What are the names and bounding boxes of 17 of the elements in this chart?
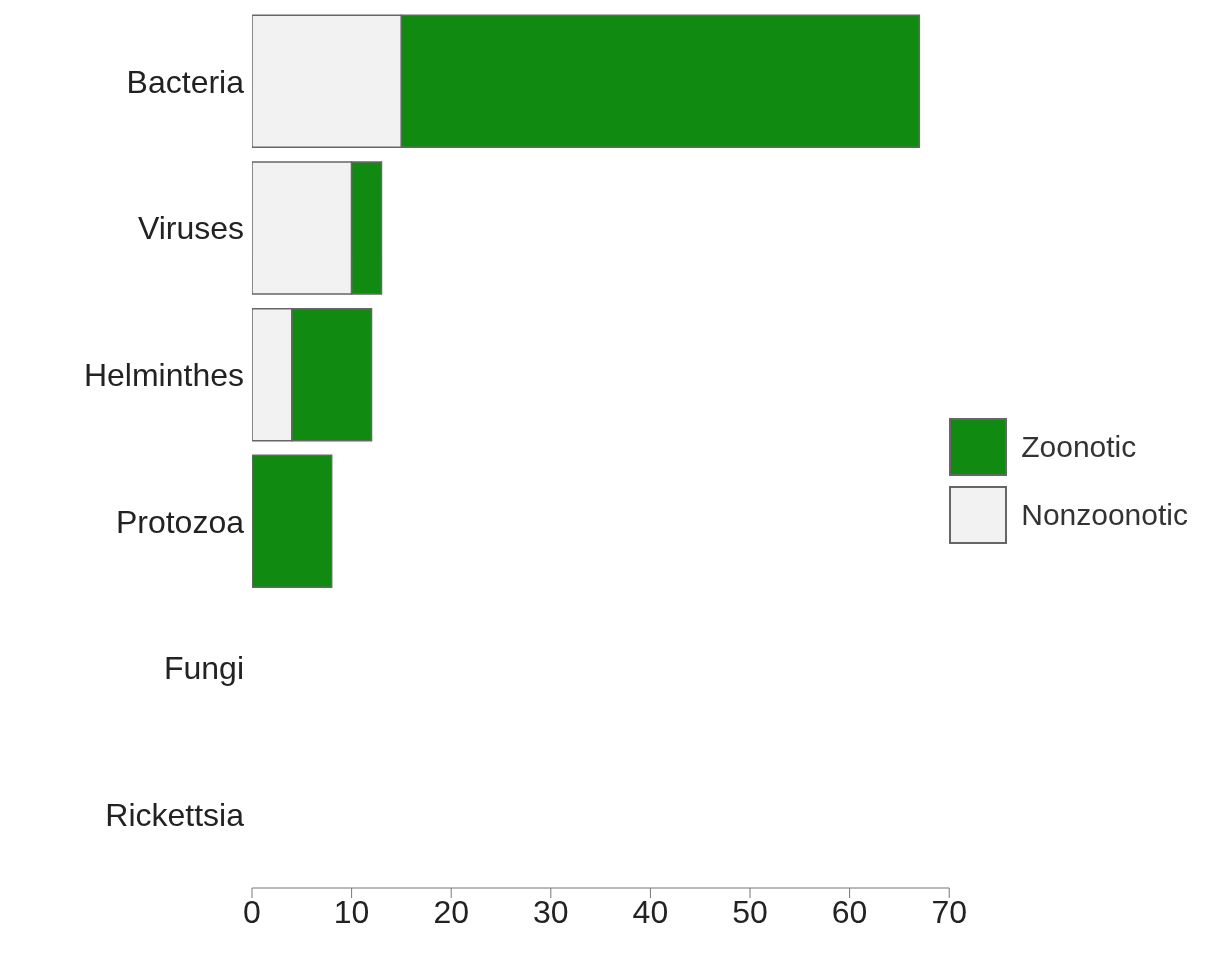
y-tick-label: Fungi: [163, 650, 244, 687]
x-tick-label: 40: [632, 893, 669, 930]
x-tick-label: 30: [533, 893, 569, 930]
x-tick-label: 20: [433, 893, 469, 930]
bar: [252, 454, 333, 589]
y-tick-label: Helminthes: [83, 357, 244, 394]
x-tick-label: 0: [243, 893, 261, 930]
legend-label: Nonzoonotic: [1021, 497, 1188, 532]
y-tick-label: Bacteria: [126, 63, 245, 100]
legend-label: Zoonotic: [1021, 429, 1137, 464]
y-tick-label: Viruses: [137, 210, 244, 247]
x-tick-label: 70: [931, 893, 968, 930]
y-tick-label: Rickettsia: [105, 797, 245, 834]
x-tick-label: 10: [333, 893, 370, 930]
y-tick-label: Protozoa: [115, 503, 245, 540]
x-tick-label: 60: [831, 893, 868, 930]
x-tick-label: 50: [732, 893, 768, 930]
